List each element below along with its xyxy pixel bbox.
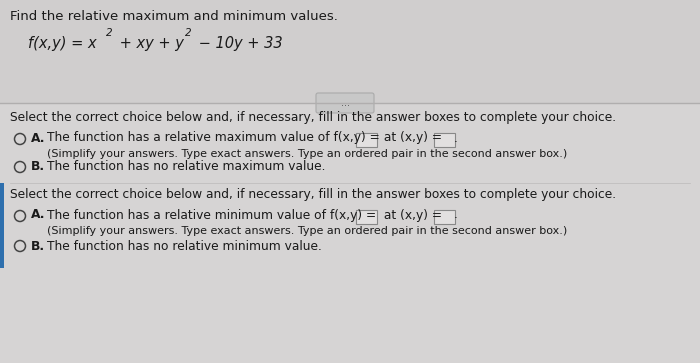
Text: .: . (454, 208, 458, 221)
Text: − 10y + 33: − 10y + 33 (194, 36, 283, 51)
FancyBboxPatch shape (0, 0, 700, 103)
Text: 2: 2 (106, 28, 113, 38)
Text: The function has a relative minimum value of f(x,y) =: The function has a relative minimum valu… (47, 208, 376, 221)
FancyBboxPatch shape (433, 132, 454, 147)
FancyBboxPatch shape (0, 103, 700, 363)
Text: Find the relative maximum and minimum values.: Find the relative maximum and minimum va… (10, 10, 338, 23)
Text: .: . (454, 131, 458, 144)
Text: B.: B. (31, 240, 45, 253)
Text: A.: A. (31, 208, 46, 221)
Text: at (x,y) =: at (x,y) = (380, 131, 442, 144)
FancyBboxPatch shape (316, 93, 374, 113)
Text: ...: ... (340, 98, 349, 108)
FancyBboxPatch shape (433, 209, 454, 224)
FancyBboxPatch shape (0, 183, 4, 268)
Text: Select the correct choice below and, if necessary, fill in the answer boxes to c: Select the correct choice below and, if … (10, 188, 616, 201)
Text: A.: A. (31, 131, 46, 144)
Text: The function has no relative maximum value.: The function has no relative maximum val… (47, 160, 326, 174)
Text: B.: B. (31, 160, 45, 174)
Text: The function has a relative maximum value of f(x,y) =: The function has a relative maximum valu… (47, 131, 379, 144)
Text: The function has no relative minimum value.: The function has no relative minimum val… (47, 240, 322, 253)
Text: at (x,y) =: at (x,y) = (380, 208, 442, 221)
Text: (Simplify your answers. Type exact answers. Type an ordered pair in the second a: (Simplify your answers. Type exact answe… (47, 149, 567, 159)
FancyBboxPatch shape (356, 132, 377, 147)
Text: (Simplify your answers. Type exact answers. Type an ordered pair in the second a: (Simplify your answers. Type exact answe… (47, 226, 567, 236)
Text: f(x,y) = x: f(x,y) = x (28, 36, 97, 51)
FancyBboxPatch shape (356, 209, 377, 224)
Text: + xy + y: + xy + y (115, 36, 184, 51)
Text: 2: 2 (185, 28, 192, 38)
Text: Select the correct choice below and, if necessary, fill in the answer boxes to c: Select the correct choice below and, if … (10, 111, 616, 124)
